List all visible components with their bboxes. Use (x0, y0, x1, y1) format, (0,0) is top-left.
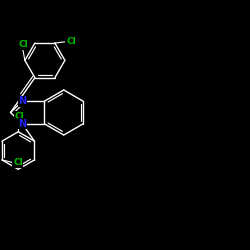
Text: Cl: Cl (14, 112, 24, 121)
Text: N: N (18, 96, 26, 106)
Text: Cl: Cl (13, 158, 23, 167)
Text: Cl: Cl (18, 40, 28, 49)
Text: N: N (18, 119, 26, 129)
Text: Cl: Cl (66, 37, 76, 46)
